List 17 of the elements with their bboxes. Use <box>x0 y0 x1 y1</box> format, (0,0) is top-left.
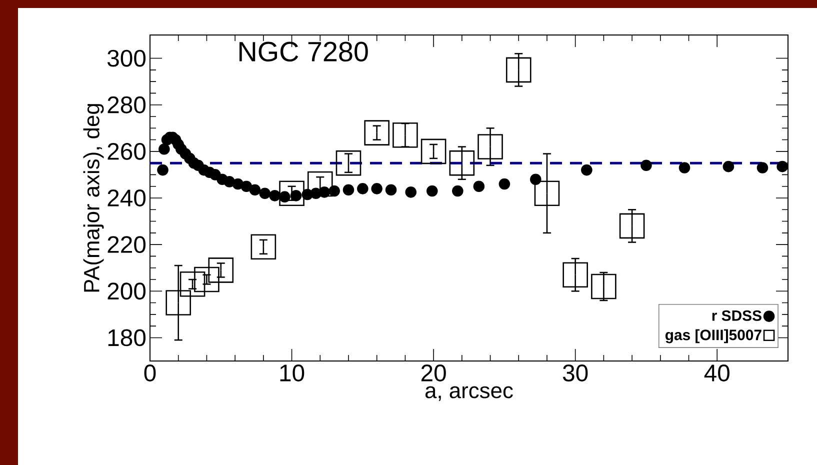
x-tick-label: 0 <box>144 364 156 382</box>
y-tick-label: 200 <box>108 282 146 300</box>
legend-label: gas [OIII]5007 <box>665 329 762 344</box>
y-tick-label: 260 <box>108 142 146 160</box>
x-tick-label: 20 <box>421 364 446 382</box>
y-tick-label: 220 <box>108 236 146 254</box>
x-tick-label: 10 <box>280 364 304 382</box>
y-tick-label: 180 <box>108 329 146 346</box>
x-tick-label: 30 <box>562 364 588 382</box>
x-axis-title: a, arcsec <box>425 386 513 401</box>
y-tick-label: 280 <box>108 96 146 114</box>
y-tick-label: 300 <box>107 50 146 67</box>
chart-title: NGC 7280 <box>240 42 368 62</box>
y-tick-label: 240 <box>108 190 146 206</box>
y-axis-title: PA(major axis), deg <box>83 104 104 292</box>
x-tick-label: 40 <box>704 364 730 382</box>
legend-label: r SDSS <box>712 310 762 321</box>
